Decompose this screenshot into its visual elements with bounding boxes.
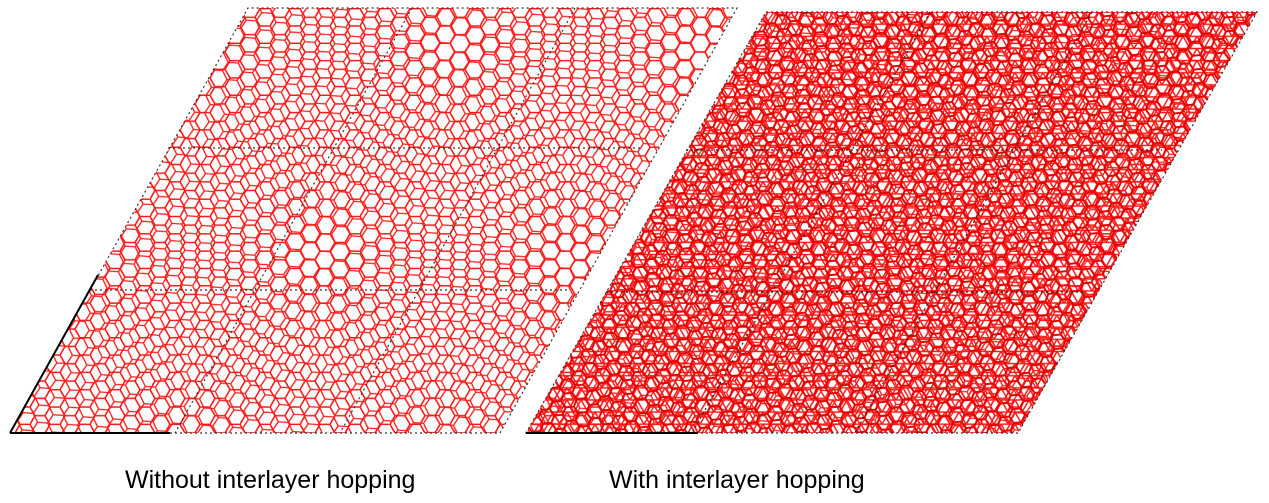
caption-without-hopping: Without interlayer hopping	[125, 466, 416, 494]
moire-domain-walls-right	[606, 11, 1162, 434]
supercell-edge-left	[9, 274, 99, 434]
moire-domain-walls-left	[90, 7, 643, 434]
supercell-border-left	[8, 7, 739, 434]
supercell-border-right	[524, 11, 1259, 434]
caption-with-hopping: With interlayer hopping	[609, 466, 865, 494]
